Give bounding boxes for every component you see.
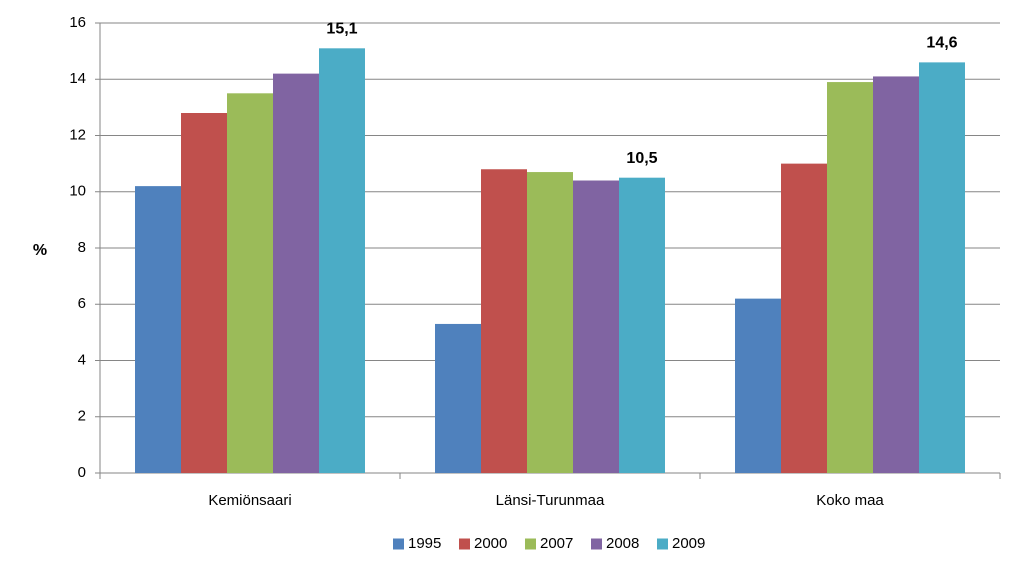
bar (573, 180, 619, 473)
bar (319, 48, 365, 473)
bar (919, 62, 965, 473)
bar (481, 169, 527, 473)
legend-swatch (591, 538, 602, 550)
x-tick-label: Koko maa (816, 492, 884, 509)
legend-swatch (657, 538, 668, 550)
x-tick-label: Kemiönsaari (208, 492, 291, 509)
y-tick-label: 0 (78, 464, 86, 481)
legend-label: 1995 (408, 535, 441, 552)
x-tick-label: Länsi-Turunmaa (496, 492, 605, 509)
legend-swatch (525, 538, 536, 550)
data-label: 14,6 (926, 35, 957, 52)
bar (735, 298, 781, 473)
bar (227, 93, 273, 473)
bar (135, 186, 181, 473)
bar (781, 163, 827, 473)
y-tick-label: 14 (69, 70, 86, 87)
bar (527, 172, 573, 473)
legend-label: 2009 (672, 535, 705, 552)
y-tick-label: 4 (78, 351, 86, 368)
bar (873, 76, 919, 473)
bar (619, 177, 665, 473)
bar (273, 73, 319, 473)
y-tick-label: 12 (69, 126, 86, 143)
y-axis-label: % (33, 242, 47, 259)
bar (827, 82, 873, 473)
y-tick-label: 2 (78, 408, 86, 425)
legend-label: 2007 (540, 535, 573, 552)
y-tick-label: 6 (78, 295, 86, 312)
y-tick-label: 8 (78, 239, 86, 256)
bar (435, 323, 481, 473)
bar (181, 113, 227, 473)
y-tick-label: 10 (69, 183, 86, 200)
legend-label: 2008 (606, 535, 639, 552)
data-label: 10,5 (626, 150, 657, 167)
legend-swatch (393, 538, 404, 550)
data-label: 15,1 (326, 21, 357, 38)
y-tick-label: 16 (69, 14, 86, 31)
legend-label: 2000 (474, 535, 507, 552)
legend-swatch (459, 538, 470, 550)
